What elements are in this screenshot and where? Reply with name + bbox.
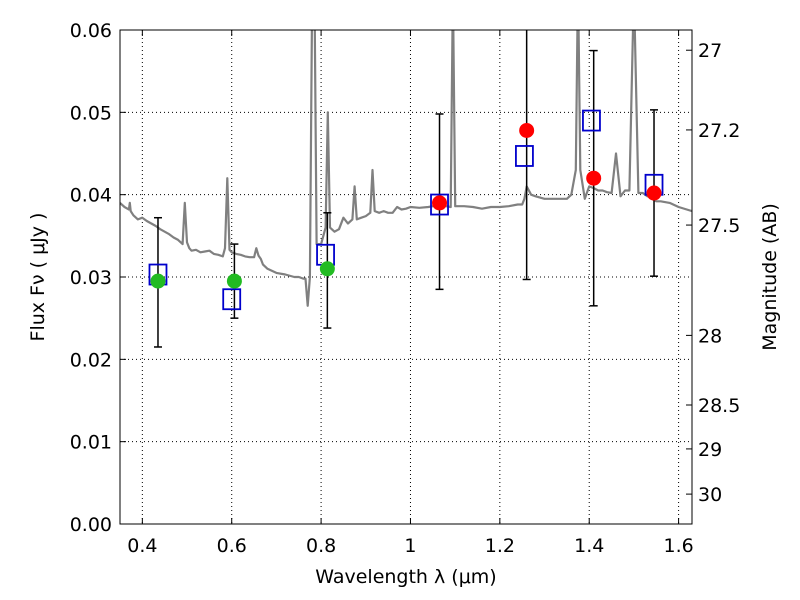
circle-marker [150,273,166,289]
axis-ticks: 0.4 0.6 0.8 1 1.2 1.4 1.6 0.00 0.01 0.02 0.03 0.04 0… [70,20,741,557]
mag-tick-label: 30 [698,484,722,506]
grid [120,30,692,524]
x-tick-label: 1.6 [663,535,693,557]
y-tick-label: 0.03 [70,267,112,289]
y-tick-label: 0.06 [70,20,112,42]
x-tick-label: 1 [404,535,416,557]
y-tick-label: 0.01 [70,432,112,454]
y-tick-label: 0.02 [70,349,112,371]
circle-marker [586,170,602,186]
mag-tick-label: 27.2 [698,120,740,142]
x-axis-label: Wavelength λ (μm) [315,566,496,588]
spectrum-line [120,30,692,307]
y-tick-label: 0.04 [70,185,112,207]
x-tick-label: 0.6 [217,535,247,557]
circle-marker [646,185,662,201]
circle-marker [226,273,242,289]
x-tick-label: 0.8 [306,535,336,557]
mag-tick-label: 29 [698,439,722,461]
x-tick-label: 0.4 [127,535,157,557]
square-marker [582,109,601,132]
y-tick-label: 0.05 [70,102,112,124]
y-axis-label: Flux Fν ( μJy ) [27,213,49,342]
mag-tick-label: 28 [698,325,722,347]
circle-marker [432,195,448,211]
y-tick-label: 0.00 [70,514,112,536]
circle-marker [519,122,535,138]
mag-tick-label: 27.5 [698,215,740,237]
plot-frame [119,29,693,525]
square-marker [430,193,449,216]
square-marker [515,145,534,167]
circle-marker [319,261,335,277]
x-tick-label: 1.4 [574,535,604,557]
x-tick-label: 1.2 [485,535,515,557]
data-markers [148,109,664,311]
square-marker [222,288,242,311]
mag-tick-label: 27 [698,40,722,62]
mag-tick-label: 28.5 [698,395,740,417]
template-spectrum [120,30,692,307]
y2-axis-label: Magnitude (AB) [759,203,781,351]
